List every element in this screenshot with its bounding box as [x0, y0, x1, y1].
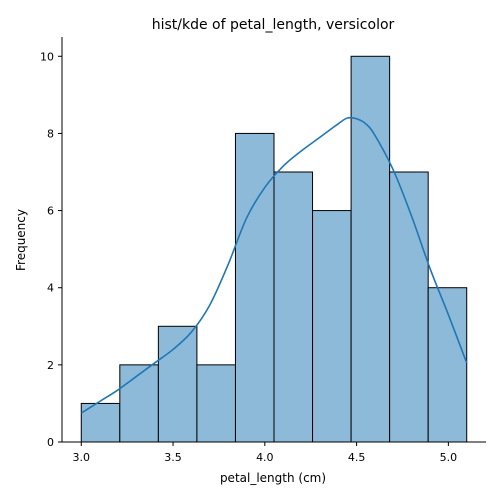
y-ticks: 0 2 4 6 8 10: [40, 50, 62, 449]
y-tick-label: 2: [47, 359, 54, 372]
x-tick-label: 5.0: [440, 451, 458, 464]
histogram-bar: [389, 171, 429, 443]
y-tick-label: 4: [47, 282, 54, 295]
histogram-bar: [157, 325, 198, 443]
histogram-bar: [234, 132, 275, 443]
histogram-bar: [273, 171, 314, 443]
chart-title: hist/kde of petal_length, versicolor: [152, 17, 395, 33]
x-ticks: 3.0 3.5 4.0 4.5 5.0: [73, 442, 458, 464]
x-tick-label: 3.0: [73, 451, 91, 464]
y-tick-label: 0: [47, 436, 54, 449]
histogram-bar: [119, 364, 159, 443]
x-tick-label: 4.0: [256, 451, 274, 464]
y-axis-label: Frequency: [14, 209, 28, 271]
x-axis-label: petal_length (cm): [220, 471, 326, 485]
y-tick-label: 6: [47, 205, 54, 218]
histogram-bar: [312, 210, 352, 443]
bars-group: [80, 55, 468, 443]
histogram-bar: [196, 364, 236, 443]
y-tick-label: 10: [40, 50, 54, 63]
kde-line: [80, 116, 468, 414]
histogram-bar: [350, 55, 391, 443]
x-tick-label: 4.5: [348, 451, 366, 464]
x-tick-label: 3.5: [164, 451, 182, 464]
y-tick-label: 8: [47, 127, 54, 140]
